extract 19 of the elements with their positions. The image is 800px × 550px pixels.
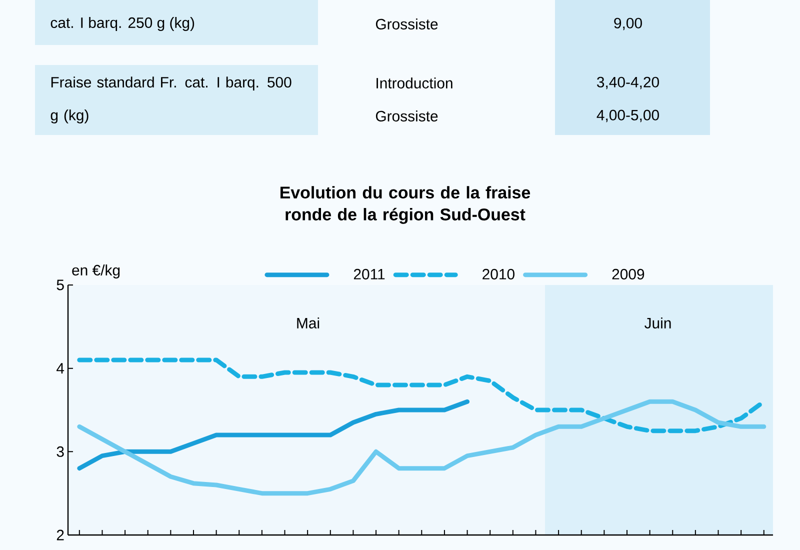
y-tick-label: 2 [56, 530, 64, 540]
y-tick-label: 3 [56, 446, 64, 457]
y-tick-label: 4 [56, 363, 64, 374]
annotation: Mai [297, 318, 320, 328]
y-tick-label: 5 [56, 280, 64, 290]
legend-label: 2009 [612, 268, 644, 280]
text: Grossiste [376, 18, 438, 30]
chart-title: Evolution du cours de la fraise ronde de la région Sud-Ouest [280, 186, 530, 224]
text: cat. I barq. 250 g (kg) [50, 17, 194, 31]
text: Fraise standard Fr. cat. I barq. 500 g (kg) [50, 76, 292, 124]
text: 4,00-5,00 [596, 110, 659, 122]
legend-label: 2011 [354, 268, 385, 280]
text: Introduction [376, 78, 452, 88]
y-axis-title: en €/kg [72, 264, 120, 278]
legend-label: 2010 [482, 268, 514, 280]
text: 9,00 [614, 18, 642, 30]
text: Grossiste [376, 110, 438, 122]
text: 3,40-4,20 [596, 76, 659, 90]
annotation: Juin [644, 318, 671, 328]
